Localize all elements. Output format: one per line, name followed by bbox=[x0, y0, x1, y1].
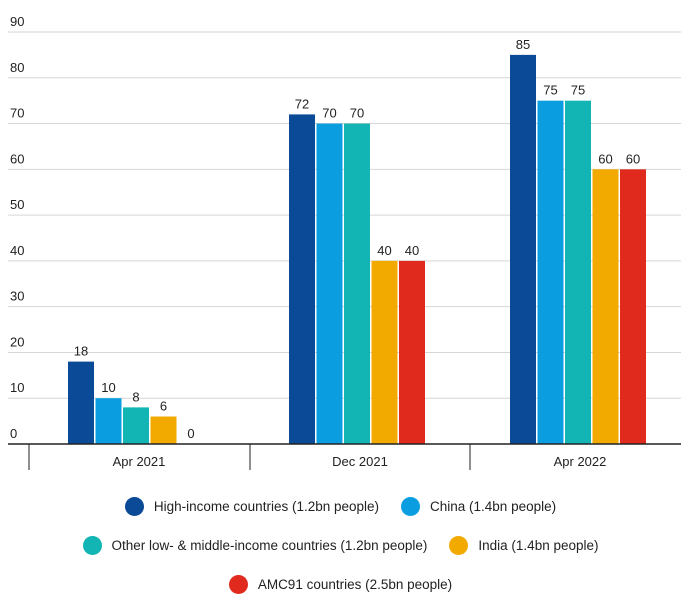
data-label: 40 bbox=[405, 243, 419, 258]
y-axis-tick-labels: 0 10 20 30 40 50 60 70 80 90 bbox=[10, 14, 24, 441]
data-label: 85 bbox=[516, 37, 530, 52]
data-label: 60 bbox=[626, 151, 640, 166]
bar bbox=[150, 416, 177, 444]
legend-swatch-amc91 bbox=[228, 575, 248, 594]
x-category-label: Dec 2021 bbox=[332, 454, 388, 469]
bar bbox=[344, 123, 370, 445]
y-tick-label: 30 bbox=[10, 289, 24, 304]
bar bbox=[537, 100, 564, 445]
data-label: 10 bbox=[101, 380, 115, 395]
data-label: 72 bbox=[295, 96, 309, 111]
y-tick-label: 0 bbox=[10, 426, 17, 441]
y-tick-label: 10 bbox=[10, 380, 24, 395]
legend-swatch-high-income bbox=[124, 497, 144, 516]
y-tick-label: 50 bbox=[10, 197, 24, 212]
legend-swatch-india bbox=[449, 536, 469, 555]
bar bbox=[371, 260, 398, 444]
bar bbox=[565, 100, 591, 445]
y-tick-label: 90 bbox=[10, 14, 24, 29]
bar bbox=[399, 260, 425, 444]
bar bbox=[95, 398, 122, 444]
legend-label-amc91: AMC91 countries (2.5bn people) bbox=[257, 577, 453, 592]
bar bbox=[316, 123, 343, 445]
data-label: 75 bbox=[571, 83, 585, 98]
y-tick-label: 60 bbox=[10, 151, 24, 166]
bar bbox=[510, 54, 536, 445]
data-label: 40 bbox=[377, 243, 391, 258]
data-label: 75 bbox=[543, 83, 557, 98]
data-label: 70 bbox=[350, 106, 364, 121]
legend-label-other-lmic: Other low- & middle-income countries (1.… bbox=[111, 538, 428, 553]
legend-item-india: India (1.4bn people) bbox=[449, 536, 599, 555]
legend-swatch-other-lmic bbox=[82, 536, 102, 555]
legend-label-india: India (1.4bn people) bbox=[478, 538, 599, 553]
bar bbox=[620, 169, 646, 445]
legend-item-amc91: AMC91 countries (2.5bn people) bbox=[228, 575, 453, 594]
legend-item-china: China (1.4bn people) bbox=[401, 497, 556, 516]
bar bbox=[68, 361, 94, 444]
data-label: 0 bbox=[187, 426, 194, 441]
data-label: 60 bbox=[598, 151, 612, 166]
legend-row-3: AMC91 countries (2.5bn people) bbox=[0, 575, 681, 594]
data-label: 18 bbox=[74, 344, 88, 359]
legend-swatch-china bbox=[401, 497, 421, 516]
legend-item-high-income: High-income countries (1.2bn people) bbox=[124, 497, 380, 516]
y-tick-label: 70 bbox=[10, 106, 24, 121]
bars bbox=[68, 54, 646, 445]
data-label: 6 bbox=[160, 399, 167, 414]
legend-row-2: Other low- & middle-income countries (1.… bbox=[0, 536, 681, 555]
bar bbox=[592, 169, 619, 445]
x-axis: Apr 2021 Dec 2021 Apr 2022 bbox=[8, 443, 681, 470]
bar bbox=[123, 407, 149, 444]
x-category-label: Apr 2022 bbox=[554, 454, 607, 469]
legend-row-1: High-income countries (1.2bn people) Chi… bbox=[0, 497, 681, 516]
legend-item-other-lmic: Other low- & middle-income countries (1.… bbox=[82, 536, 428, 555]
bar bbox=[289, 114, 315, 445]
legend-label-high-income: High-income countries (1.2bn people) bbox=[153, 499, 380, 514]
y-tick-label: 80 bbox=[10, 60, 24, 75]
y-tick-label: 20 bbox=[10, 334, 24, 349]
data-label: 8 bbox=[132, 389, 139, 404]
legend-label-china: China (1.4bn people) bbox=[430, 499, 557, 514]
data-label: 70 bbox=[322, 106, 336, 121]
y-tick-label: 40 bbox=[10, 243, 24, 258]
x-category-label: Apr 2021 bbox=[113, 454, 166, 469]
